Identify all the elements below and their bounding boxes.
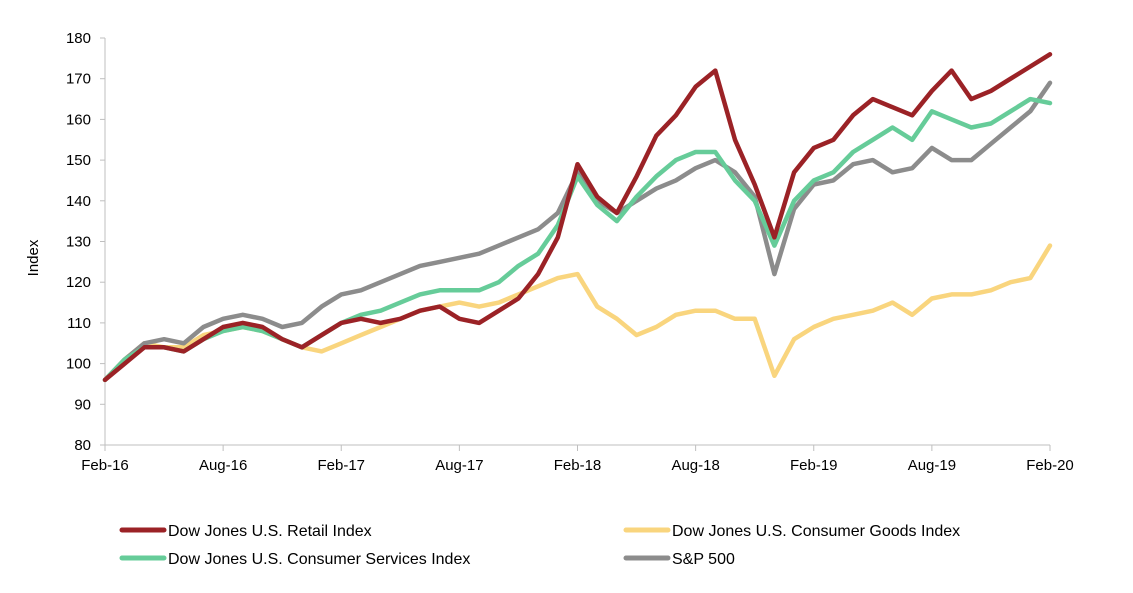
axes: 80 90 100 110 120 130 140 150 160 170 180 Feb-16 Aug… bbox=[66, 30, 1074, 474]
series-line-3 bbox=[102, 96, 1053, 383]
legend-label: S&P 500 bbox=[672, 551, 735, 568]
y-tick-label: 90 bbox=[74, 396, 91, 413]
legend: Dow Jones U.S. Retail Index Dow Jones U.S… bbox=[119, 523, 960, 568]
x-tick-label: Aug-19 bbox=[908, 457, 956, 474]
series-line-4 bbox=[102, 80, 1053, 383]
y-tick-label: 80 bbox=[74, 437, 91, 454]
y-axis-title: Index bbox=[25, 239, 42, 276]
x-tick-label: Aug-18 bbox=[671, 457, 719, 474]
y-tick-label: 100 bbox=[66, 356, 91, 373]
x-tick-label: Aug-17 bbox=[435, 457, 483, 474]
series-lines bbox=[102, 52, 1053, 383]
x-tick-label: Feb-16 bbox=[81, 457, 129, 474]
series-line-2 bbox=[102, 243, 1053, 383]
y-tick-label: 120 bbox=[66, 274, 91, 291]
y-tick-label: 150 bbox=[66, 152, 91, 169]
x-tick-label: Feb-19 bbox=[790, 457, 838, 474]
legend-label: Dow Jones U.S. Consumer Services Index bbox=[168, 551, 470, 568]
x-tick-label: Aug-16 bbox=[199, 457, 247, 474]
y-tick-label: 110 bbox=[67, 315, 91, 332]
y-tick-label: 160 bbox=[66, 111, 91, 128]
y-tick-label: 140 bbox=[66, 193, 91, 210]
series-line-1 bbox=[102, 52, 1053, 383]
y-tick-label: 170 bbox=[66, 71, 91, 88]
y-tick-label: 130 bbox=[66, 234, 91, 251]
x-tick-label: Feb-20 bbox=[1026, 457, 1074, 474]
y-tick-label: 180 bbox=[66, 30, 91, 47]
x-tick-label: Feb-17 bbox=[317, 457, 365, 474]
legend-label: Dow Jones U.S. Consumer Goods Index bbox=[672, 523, 960, 540]
legend-label: Dow Jones U.S. Retail Index bbox=[168, 523, 372, 540]
x-tick-label: Feb-18 bbox=[554, 457, 602, 474]
